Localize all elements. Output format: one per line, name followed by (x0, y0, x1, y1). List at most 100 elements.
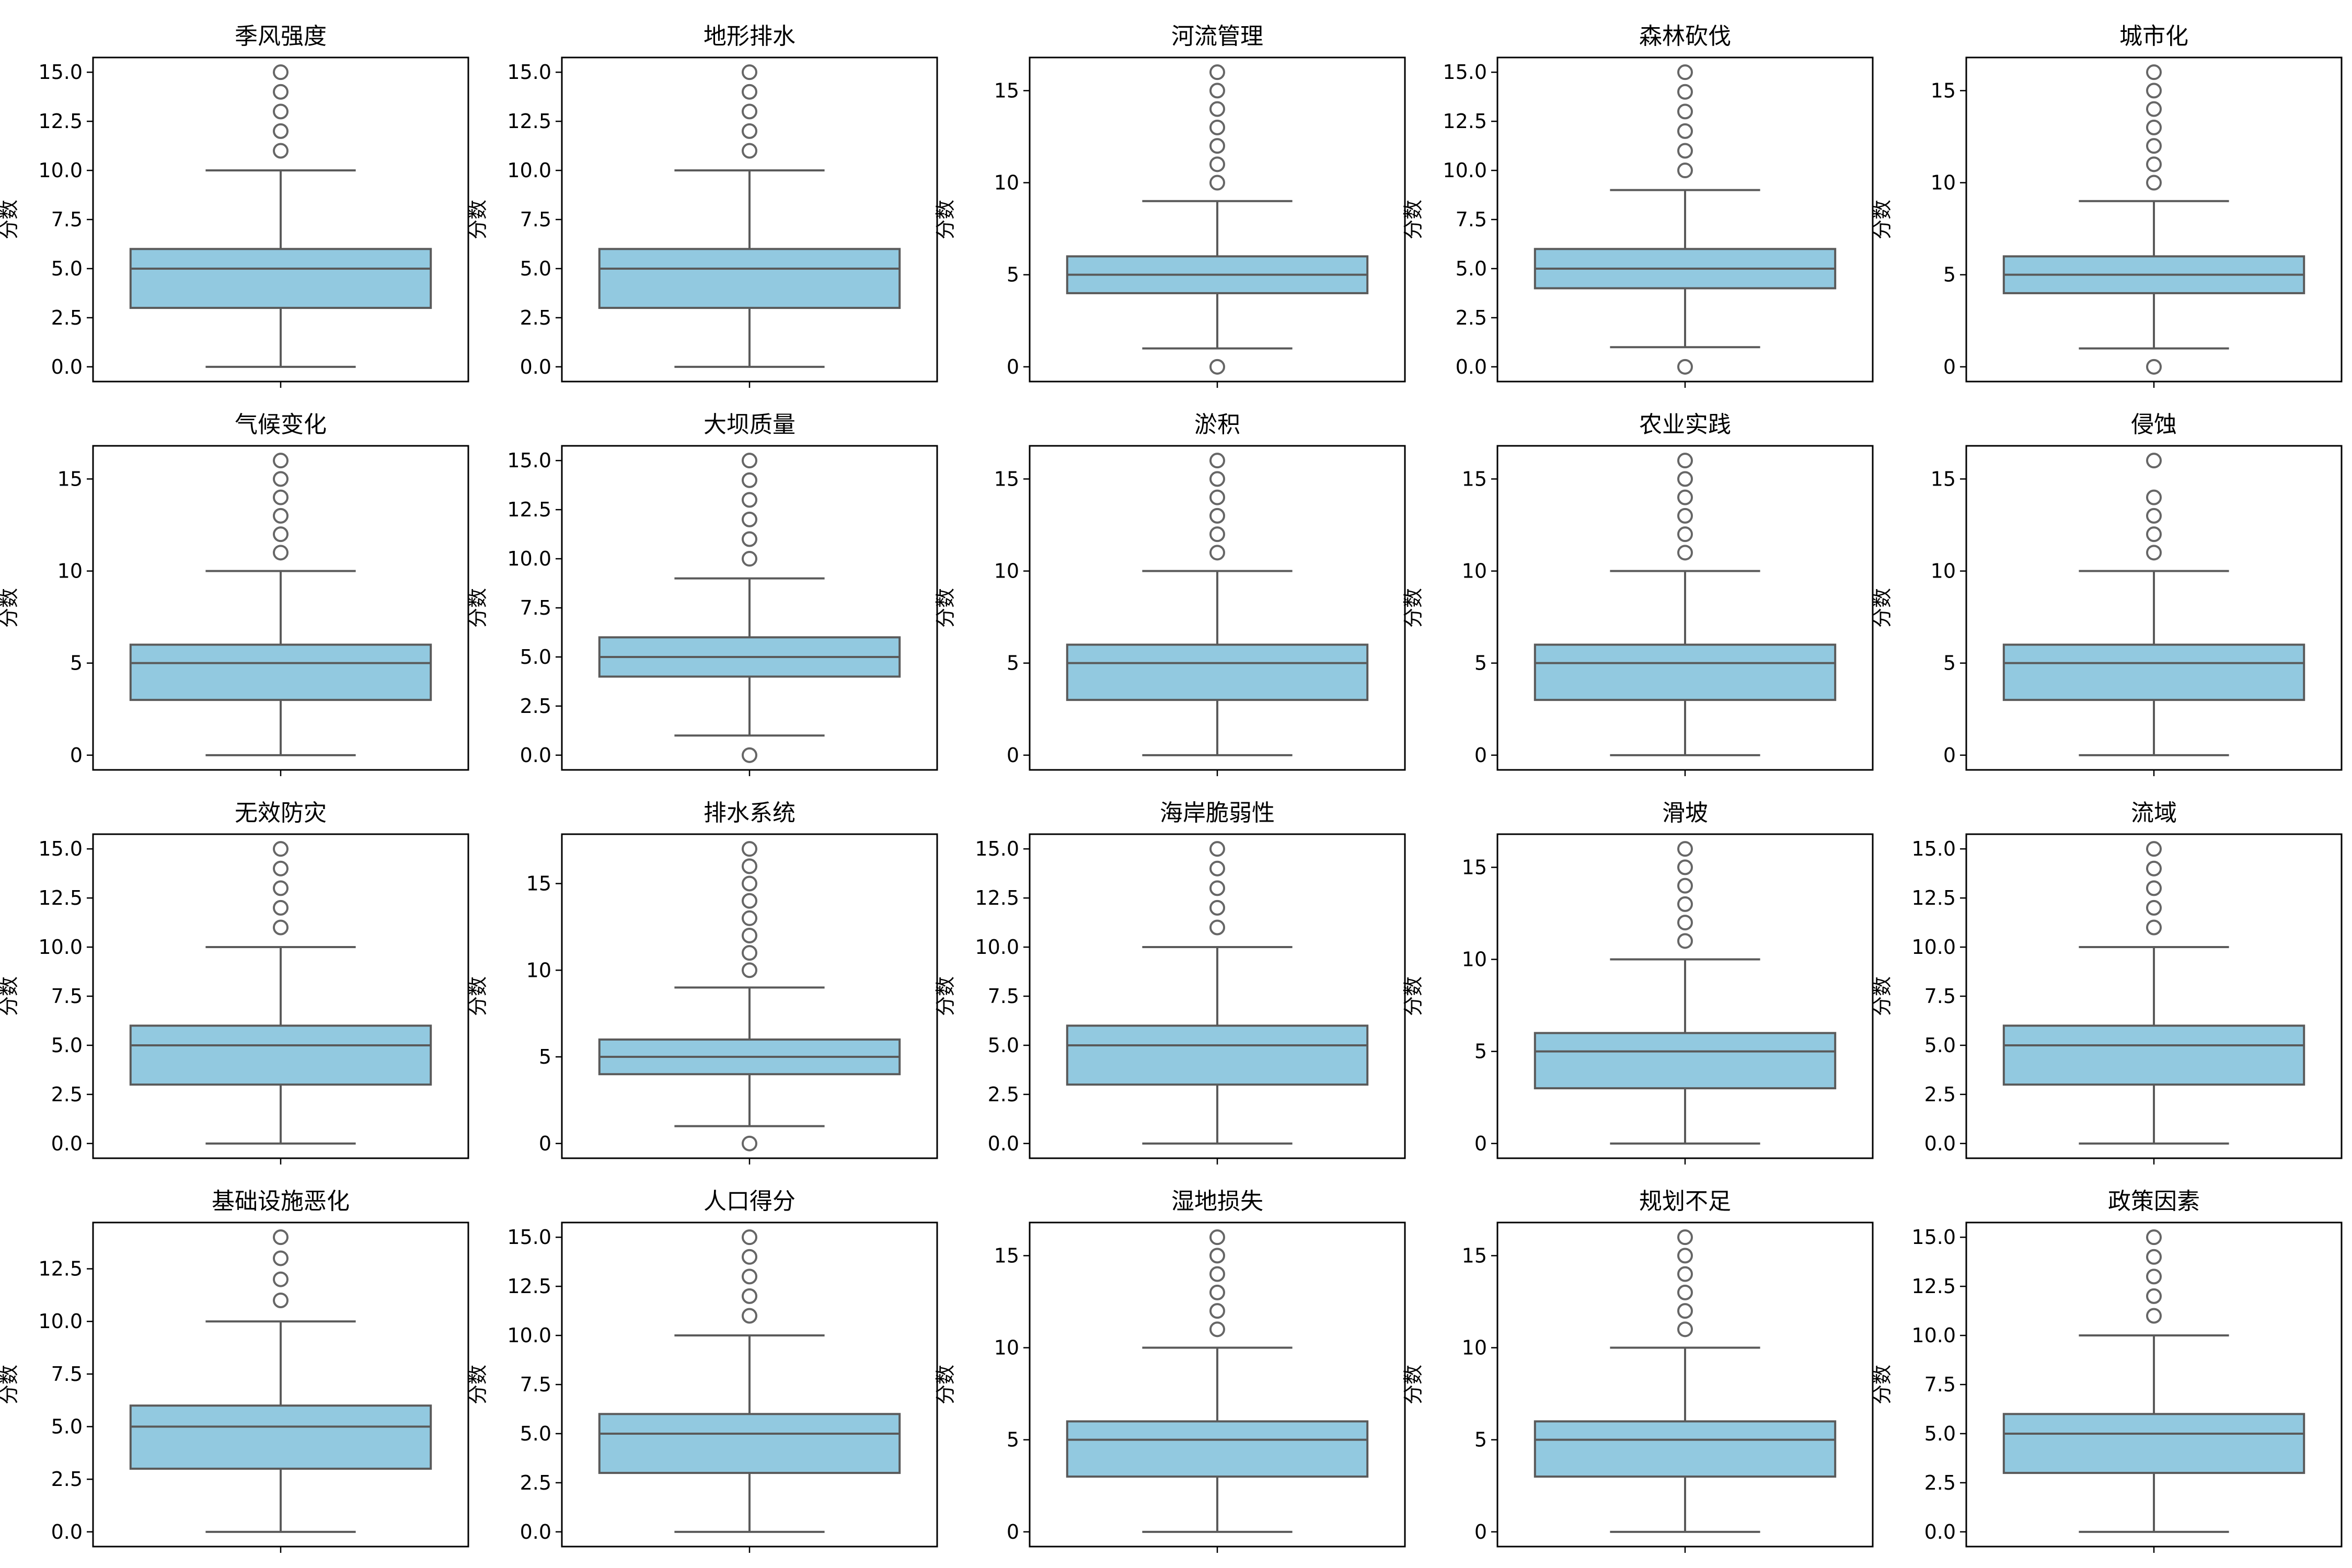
y-tick-label: 2.5 (520, 1471, 551, 1494)
outlier-point (1677, 508, 1693, 524)
y-tick-label: 0.0 (51, 1132, 83, 1155)
axes-frame (561, 56, 938, 383)
y-axis-label: 分数 (466, 1365, 489, 1404)
y-tick-label: 0.0 (520, 1520, 551, 1543)
subplot-title: 森林砍伐 (1639, 23, 1731, 50)
y-tick-label: 15.0 (38, 61, 83, 84)
outlier-point (742, 962, 757, 978)
axes-frame (561, 445, 938, 771)
outlier-point (273, 103, 289, 120)
outlier-point (1677, 933, 1693, 949)
outlier-point (1677, 64, 1693, 80)
y-tick-label: 10 (526, 959, 551, 982)
y-tick-label: 0 (1474, 1520, 1487, 1543)
outlier-point (273, 84, 289, 100)
outlier-point (1677, 163, 1693, 179)
axes-frame (1965, 445, 2343, 771)
y-tick-label: 2.5 (51, 1083, 83, 1106)
outlier-point (1677, 1321, 1693, 1338)
outlier-point (273, 900, 289, 916)
outlier-point (273, 489, 289, 505)
outlier-point (2146, 526, 2162, 543)
outlier-point (2146, 841, 2162, 857)
outlier-point (2146, 138, 2162, 154)
subplot-title: 河流管理 (1171, 23, 1263, 50)
outlier-point (273, 545, 289, 561)
y-tick-label: 10.0 (507, 547, 551, 570)
outlier-point (1209, 64, 1225, 80)
outlier-point (273, 508, 289, 524)
y-axis-label: 分数 (1871, 1365, 1894, 1404)
subplot-title: 无效防灾 (235, 800, 327, 826)
y-tick-label: 12.5 (1911, 886, 1956, 909)
y-tick-label: 10 (1462, 560, 1487, 583)
axes-frame (1029, 445, 1406, 771)
outlier-point (273, 64, 289, 80)
axes-frame (92, 833, 469, 1159)
outlier-point (1677, 1229, 1693, 1246)
subplot-title: 城市化 (2119, 23, 2188, 50)
iqr-box (1534, 1420, 1837, 1478)
y-tick-label: 2.5 (520, 306, 551, 329)
outlier-point (1209, 101, 1225, 117)
outlier-point (1677, 1248, 1693, 1264)
outlier-point (1677, 471, 1693, 487)
y-axis-label: 分数 (466, 976, 489, 1016)
outlier-point (1209, 175, 1225, 191)
y-axis-label: 分数 (1402, 976, 1425, 1016)
axes-frame (561, 1221, 938, 1548)
subplot-title: 规划不足 (1639, 1188, 1731, 1215)
outlier-point (2146, 156, 2162, 172)
outlier-point (742, 511, 757, 527)
outlier-point (2146, 545, 2162, 561)
y-tick-label: 2.5 (1924, 1471, 1956, 1494)
subplot-title: 季风强度 (235, 23, 327, 50)
y-axis-label: 分数 (0, 588, 20, 628)
y-tick-label: 7.5 (520, 596, 551, 619)
outlier-point (742, 492, 757, 508)
outlier-point (1677, 896, 1693, 912)
outlier-point (742, 875, 757, 892)
subplot-title: 农业实践 (1639, 411, 1731, 438)
outlier-point (2146, 101, 2162, 117)
y-tick-label: 10 (1931, 560, 1956, 583)
outlier-point (2146, 1288, 2162, 1304)
outlier-point (1677, 878, 1693, 894)
y-tick-label: 15 (526, 872, 551, 895)
y-tick-label: 12.5 (38, 1258, 83, 1281)
y-axis-label: 分数 (934, 1365, 957, 1404)
y-axis-label: 分数 (0, 1365, 20, 1404)
y-tick-label: 7.5 (1924, 985, 1956, 1008)
outlier-point (1209, 1266, 1225, 1282)
y-tick-label: 0 (1474, 744, 1487, 767)
y-axis-label: 分数 (1402, 1365, 1425, 1404)
outlier-point (273, 1271, 289, 1287)
outlier-point (742, 123, 757, 139)
axes-frame (1029, 1221, 1406, 1548)
y-tick-label: 10 (57, 560, 83, 583)
y-tick-label: 10.0 (38, 936, 83, 959)
y-tick-label: 0 (70, 744, 83, 767)
outlier-point (1677, 103, 1693, 120)
subplot-title: 海岸脆弱性 (1160, 800, 1275, 826)
y-tick-label: 5.0 (51, 1034, 83, 1057)
y-tick-label: 7.5 (988, 985, 1019, 1008)
outlier-point (273, 526, 289, 543)
outlier-point (742, 1308, 757, 1324)
outlier-point (1209, 900, 1225, 916)
y-tick-label: 2.5 (51, 1468, 83, 1491)
subplot-title: 淤积 (1194, 411, 1240, 438)
outlier-point (273, 860, 289, 877)
outlier-point (273, 143, 289, 159)
subplot-title: 流域 (2131, 800, 2177, 826)
y-tick-label: 15 (994, 79, 1019, 102)
y-tick-label: 5 (1943, 263, 1956, 286)
subplot-title: 气候变化 (235, 411, 327, 438)
